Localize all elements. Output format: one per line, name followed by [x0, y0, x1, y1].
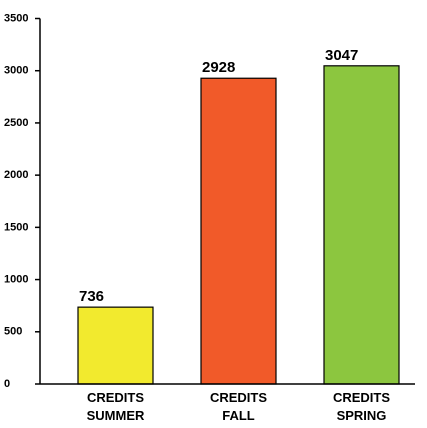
bar [77, 306, 154, 385]
y-tick-label: 3000 [4, 65, 28, 77]
y-tick-label: 2000 [4, 169, 28, 181]
value-label: 2928 [202, 59, 235, 76]
y-tick-label: 1500 [4, 221, 28, 233]
y-tick-label: 3500 [4, 12, 28, 24]
bar [323, 65, 400, 385]
y-tick-label: 2500 [4, 117, 28, 129]
y-tick-label: 1000 [4, 273, 28, 285]
value-label: 736 [79, 288, 104, 305]
bar [200, 77, 277, 385]
x-tick-label: CREDITS SPRING [332, 390, 391, 423]
y-tick-label: 0 [4, 378, 10, 390]
x-tick-label: CREDITS SUMMER [86, 390, 145, 423]
y-tick-label: 500 [4, 326, 22, 338]
value-label: 3047 [325, 47, 358, 64]
x-tick-label: CREDITS FALL [209, 390, 268, 423]
